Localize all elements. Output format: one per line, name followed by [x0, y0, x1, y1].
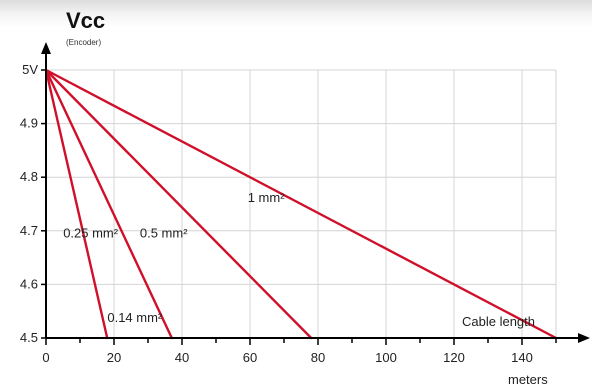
series-label-0: 1 mm²	[248, 190, 286, 205]
series-line-1	[44, 68, 313, 340]
series-line-0	[44, 68, 558, 340]
x-tick-label: 40	[175, 350, 189, 365]
chart-title: Vcc	[66, 8, 105, 33]
series-lines: 1 mm² 0.5 mm² 0.25 mm² 0.14 mm²	[44, 68, 558, 340]
series-label-1: 0.5 mm²	[140, 225, 188, 240]
ticks: 0 20 40 60 80 100 120 140 4.5 4.6 4.7 4.8 4.9 5V	[20, 62, 557, 365]
y-tick-label: 4.9	[20, 116, 38, 131]
chart-subtitle: (Encoder)	[66, 38, 101, 47]
x-axis-unit: meters	[508, 372, 548, 387]
x-tick-label: 20	[107, 350, 121, 365]
x-axis-arrow	[578, 333, 590, 343]
series-line-3	[44, 68, 109, 340]
x-tick-label: 120	[443, 350, 465, 365]
y-tick-label: 4.5	[20, 330, 38, 345]
x-tick-label: 60	[243, 350, 257, 365]
x-tick-label: 0	[42, 350, 49, 365]
y-tick-label: 5V	[22, 62, 38, 77]
x-axis-label: Cable length	[462, 314, 535, 329]
grid	[46, 69, 557, 338]
y-tick-label: 4.8	[20, 169, 38, 184]
series-line-2	[44, 68, 174, 340]
y-axis-arrow	[41, 42, 51, 54]
x-tick-label: 140	[511, 350, 533, 365]
x-tick-label: 80	[311, 350, 325, 365]
series-label-3: 0.14 mm²	[107, 310, 163, 325]
labels: Vcc (Encoder) Cable length meters	[66, 8, 548, 387]
y-tick-label: 4.7	[20, 223, 38, 238]
axes	[41, 42, 590, 343]
series-label-2: 0.25 mm²	[63, 225, 119, 240]
x-tick-label: 100	[375, 350, 397, 365]
y-tick-label: 4.6	[20, 276, 38, 291]
